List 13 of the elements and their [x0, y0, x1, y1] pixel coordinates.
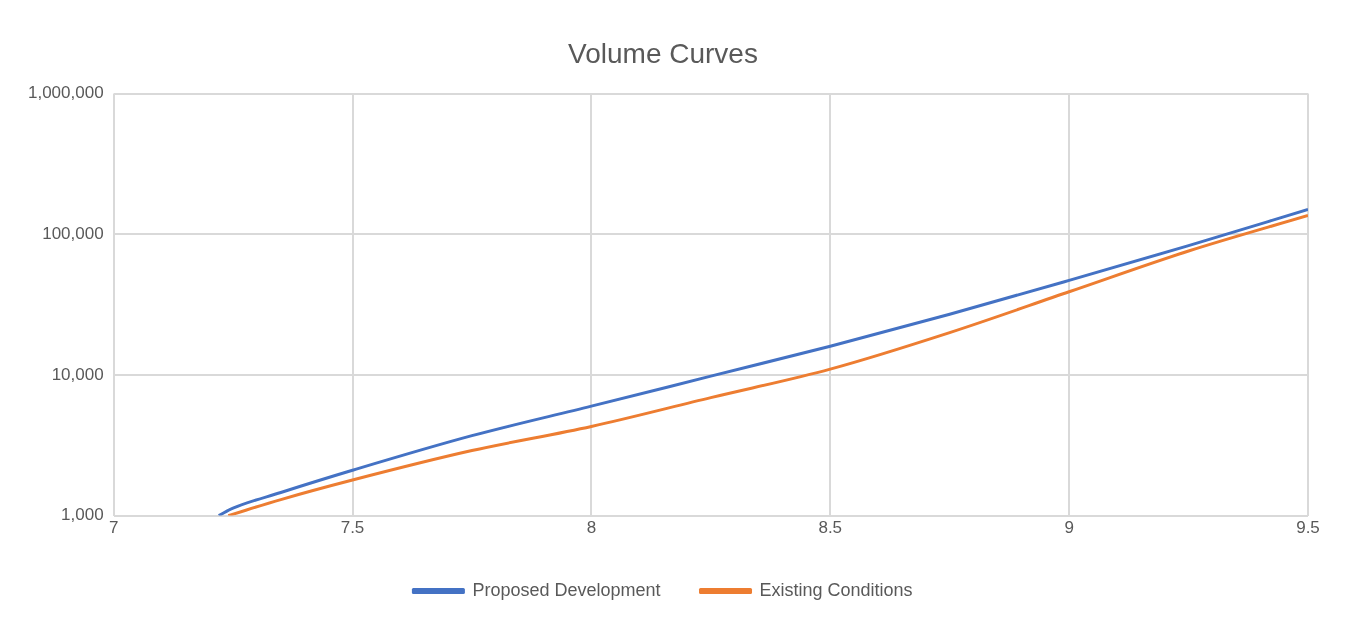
x-tick-label: 8.5 — [818, 518, 843, 538]
x-tick-label: 9.5 — [1296, 518, 1320, 538]
y-tick-label: 10,000 — [51, 364, 104, 384]
x-tick-label: 7 — [108, 518, 119, 538]
x-tick-label: 8 — [586, 518, 597, 538]
chart-title: Volume Curves — [568, 37, 758, 69]
legend-label: Proposed Development — [472, 579, 661, 600]
y-tick-label: 1,000 — [61, 505, 104, 525]
y-tick-label: 100,000 — [42, 223, 104, 243]
x-tick-label: 7.5 — [340, 518, 365, 538]
y-tick-label: 1,000,000 — [27, 83, 104, 103]
legend-label: Existing Conditions — [759, 579, 913, 600]
x-tick-label: 9 — [1064, 518, 1074, 538]
